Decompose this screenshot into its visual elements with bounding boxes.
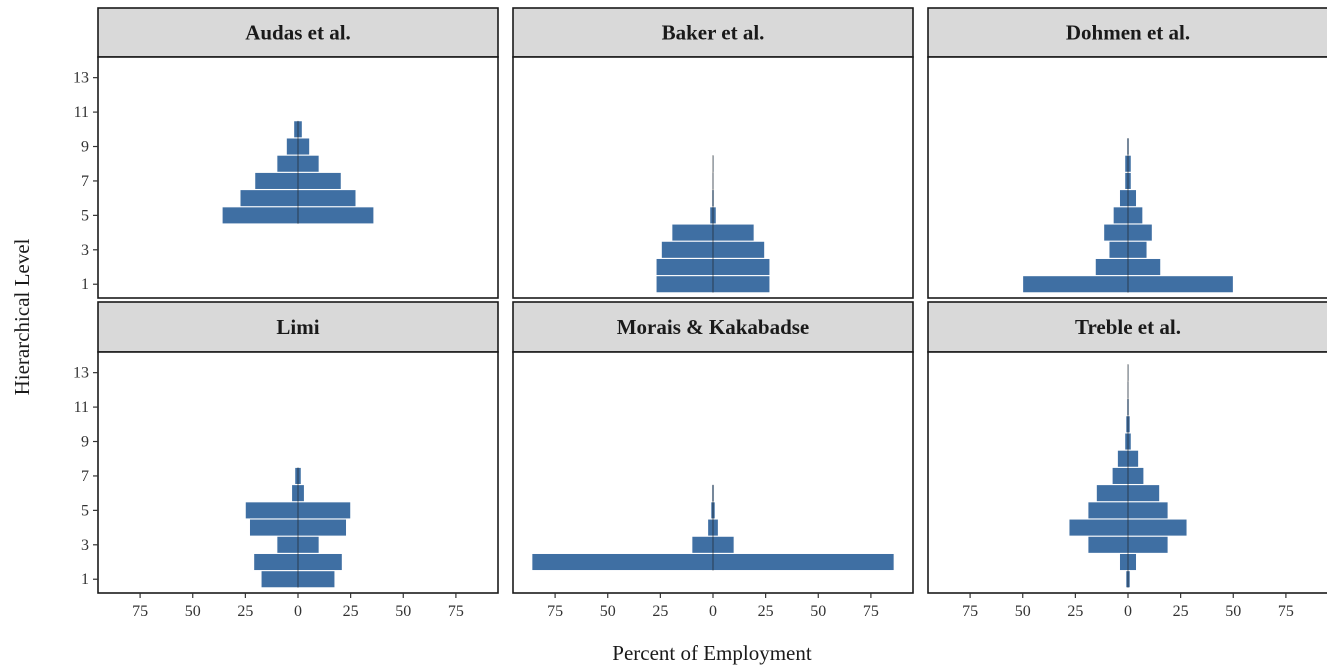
panel-5: Morais & Kakabadse 75 50 25 0 25 50 75 <box>512 301 914 620</box>
x-tick-label: 50 <box>600 603 616 620</box>
panel-title: Audas et al. <box>245 21 351 45</box>
x-tick-label: 50 <box>1225 603 1241 620</box>
panel-strip <box>512 301 914 353</box>
x-tick-label: 50 <box>1015 603 1031 620</box>
panel-title: Baker et al. <box>662 21 765 45</box>
y-tick-label: 7 <box>81 468 89 485</box>
x-tick-label: 50 <box>395 603 411 620</box>
x-tick-label: 75 <box>863 603 879 620</box>
x-tick-label: 0 <box>294 603 302 620</box>
y-tick-label: 11 <box>74 104 89 121</box>
y-tick-label: 5 <box>81 207 89 224</box>
x-tick-label: 25 <box>758 603 774 620</box>
y-tick-label: 5 <box>81 502 89 519</box>
y-tick-label: 1 <box>81 571 89 588</box>
x-tick-label: 25 <box>1173 603 1189 620</box>
panel-strip <box>512 7 914 58</box>
panel-6: Treble et al. 75 50 25 0 25 50 75 <box>927 301 1327 620</box>
x-axis-title: Percent of Employment <box>612 641 812 665</box>
y-tick-label: 9 <box>81 434 89 451</box>
panel-2: Baker et al. <box>512 7 914 299</box>
y-tick-label: 3 <box>81 537 89 554</box>
x-tick-label: 25 <box>652 603 668 620</box>
y-tick-label: 13 <box>73 70 89 87</box>
x-tick-label: 75 <box>547 603 563 620</box>
y-tick-label: 1 <box>81 276 89 293</box>
panel-strip <box>97 7 499 58</box>
x-tick-label: 75 <box>448 603 464 620</box>
panel-strip <box>97 301 499 353</box>
y-tick-label: 11 <box>74 399 89 416</box>
x-tick-label: 75 <box>1278 603 1294 620</box>
panel-title: Treble et al. <box>1075 315 1181 339</box>
y-tick-label: 7 <box>81 173 89 190</box>
panel-title: Dohmen et al. <box>1066 21 1190 45</box>
y-tick-label: 13 <box>73 365 89 382</box>
x-tick-label: 0 <box>709 603 717 620</box>
y-axis-title: Hierarchical Level <box>10 238 34 395</box>
panel-title: Limi <box>276 315 319 339</box>
y-tick-label: 3 <box>81 242 89 259</box>
x-tick-label: 25 <box>1067 603 1083 620</box>
x-tick-label: 75 <box>132 603 148 620</box>
panel-title: Morais & Kakabadse <box>617 315 810 339</box>
x-tick-label: 50 <box>185 603 201 620</box>
x-tick-label: 75 <box>962 603 978 620</box>
panel-strip <box>927 7 1327 58</box>
y-tick-label: 9 <box>81 139 89 156</box>
panel-3: Dohmen et al. <box>927 7 1327 299</box>
x-tick-label: 25 <box>343 603 359 620</box>
x-tick-label: 50 <box>810 603 826 620</box>
x-tick-label: 25 <box>237 603 253 620</box>
x-tick-label: 0 <box>1124 603 1132 620</box>
